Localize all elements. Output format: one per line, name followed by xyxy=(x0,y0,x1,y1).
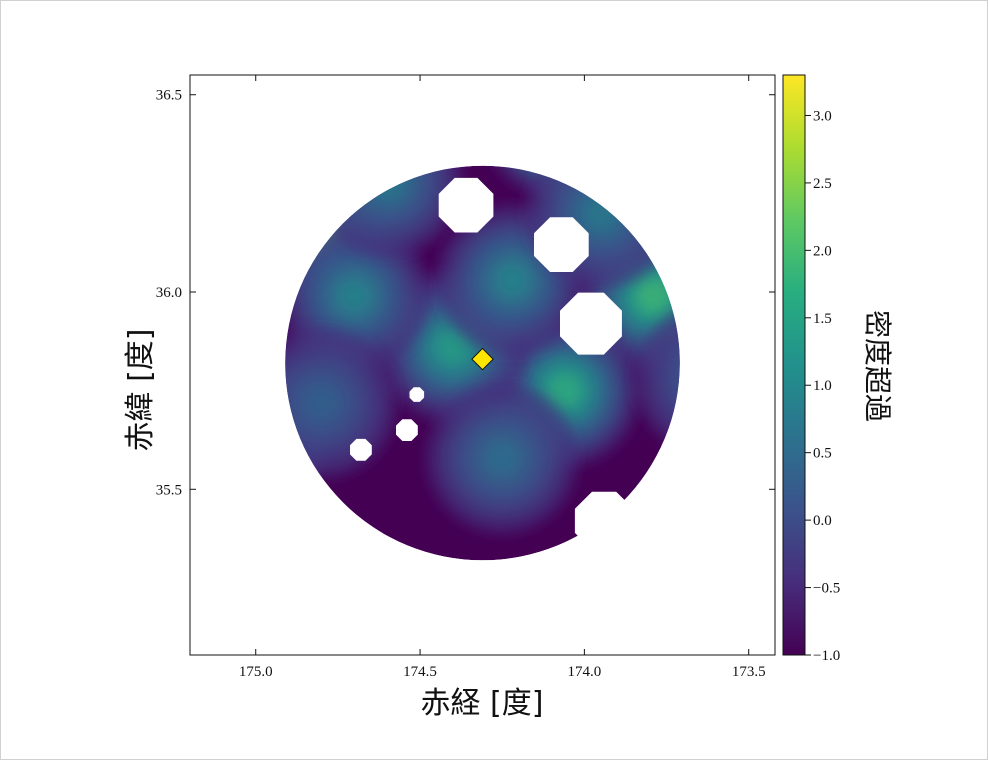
density-peaks xyxy=(285,165,680,534)
colorbar-ticks: −1.0 −0.5 0.0 0.5 1.0 1.5 2.0 2.5 3.0 xyxy=(805,108,840,664)
colorbar-tick-label: −1.0 xyxy=(813,648,840,664)
density-peak xyxy=(426,381,579,534)
colorbar-tick-label: 0.5 xyxy=(813,446,832,462)
axes-frame xyxy=(189,74,776,656)
x-tick-label: 173.5 xyxy=(732,664,766,680)
masked-region xyxy=(534,217,589,272)
masked-region xyxy=(560,292,622,355)
plot-area xyxy=(230,115,680,561)
colorbar-tick-label: 2.5 xyxy=(813,176,832,192)
colorbar-tick-label: −0.5 xyxy=(813,581,840,597)
x-axis: 175.0 174.5 174.0 173.5 xyxy=(239,75,766,680)
y-tick-label: 36.0 xyxy=(156,285,182,301)
x-tick-label: 174.0 xyxy=(568,664,602,680)
density-peak xyxy=(633,302,680,455)
x-tick-label: 174.5 xyxy=(403,664,437,680)
masked-region xyxy=(363,115,378,130)
density-peak xyxy=(285,219,431,372)
colorbar-tick-label: 0.0 xyxy=(813,513,832,529)
y-axis-label: 赤緯 [度] xyxy=(123,329,158,452)
colorbar-tick-label: 3.0 xyxy=(813,108,832,124)
y-tick-label: 36.5 xyxy=(156,88,182,104)
colorbar-tick-label: 1.5 xyxy=(813,311,832,327)
masked-region xyxy=(230,215,249,234)
colorbar xyxy=(782,74,806,656)
density-peak xyxy=(482,165,635,199)
colorbar-tick-label: 1.0 xyxy=(813,378,832,394)
density-peak xyxy=(285,326,398,479)
target-marker xyxy=(471,347,494,371)
masked-region xyxy=(438,177,494,233)
masked-region xyxy=(350,438,372,461)
masked-region xyxy=(574,491,634,550)
density-peak xyxy=(311,165,464,258)
x-tick-label: 175.0 xyxy=(239,664,273,680)
colorbar-label: 密度超過 xyxy=(861,310,894,422)
y-axis: 35.5 36.0 36.5 xyxy=(156,88,775,498)
masked-regions xyxy=(230,115,634,550)
x-axis-label: 赤経 [度] xyxy=(421,686,544,721)
masked-region xyxy=(409,387,425,402)
masked-region xyxy=(396,419,418,441)
y-tick-label: 35.5 xyxy=(156,482,182,498)
colorbar-tick-label: 2.0 xyxy=(813,243,832,259)
